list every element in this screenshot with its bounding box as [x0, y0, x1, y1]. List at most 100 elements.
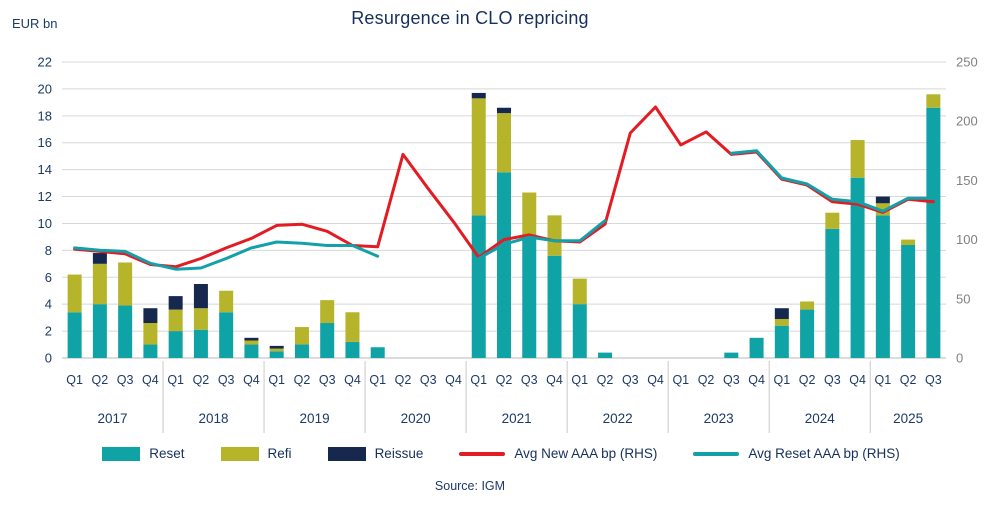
reissue-bar-segment	[92, 253, 107, 264]
refi-bar-segment	[850, 140, 865, 178]
quarter-label: Q2	[294, 373, 311, 387]
quarter-label: Q4	[344, 373, 361, 387]
reset-bar-segment	[294, 344, 309, 358]
reset-bar-segment	[497, 172, 511, 358]
year-label: 2019	[300, 411, 330, 426]
reset-bar-segment	[724, 352, 739, 358]
refi-bar-segment	[522, 192, 537, 235]
left-axis-tick-label: 20	[38, 81, 52, 96]
quarter-label: Q3	[117, 373, 134, 387]
right-axis-tick-label: 250	[956, 55, 978, 70]
reset-bar-segment	[193, 329, 208, 358]
reset-bar-segment	[370, 347, 385, 358]
quarter-label: Q3	[824, 373, 841, 387]
quarter-label: Q1	[167, 373, 184, 387]
quarter-label: Q2	[496, 373, 513, 387]
quarter-label: Q1	[875, 373, 892, 387]
refi-bar-segment	[219, 290, 234, 313]
left-axis-tick-label: 4	[45, 297, 52, 312]
quarter-label: Q4	[243, 373, 260, 387]
legend: Reset Refi Reissue Avg New AAA bp (RHS) …	[0, 446, 1002, 461]
quarter-label: Q1	[773, 373, 790, 387]
refi-bar-segment	[825, 212, 840, 229]
reset-bar-segment	[118, 305, 133, 358]
quarter-label: Q3	[723, 373, 740, 387]
left-axis-tick-label: 12	[38, 189, 52, 204]
quarter-label: Q2	[597, 373, 614, 387]
legend-label-reset: Reset	[149, 446, 185, 461]
reissue-bar-segment	[143, 308, 158, 324]
legend-item-refi: Refi	[220, 446, 292, 461]
quarter-label: Q3	[622, 373, 639, 387]
quarter-label: Q1	[369, 373, 386, 387]
refi-bar-segment	[193, 308, 208, 330]
right-axis-tick-label: 0	[956, 351, 963, 366]
reissue-bar-segment	[168, 296, 183, 310]
reset-bar-segment	[901, 244, 916, 358]
left-axis-unit-label: EUR bn	[12, 16, 58, 31]
avg-reset-line-swatch	[693, 451, 740, 456]
reissue-swatch	[327, 446, 366, 461]
left-axis-tick-label: 8	[45, 243, 52, 258]
quarter-label: Q4	[647, 373, 664, 387]
left-axis-tick-label: 2	[45, 324, 52, 339]
quarter-label: Q4	[546, 373, 563, 387]
reset-bar-segment	[320, 323, 335, 358]
avg-reset-line	[73, 149, 935, 271]
refi-bar-segment	[118, 262, 133, 306]
reissue-bar-segment	[269, 345, 284, 349]
quarter-label: Q3	[925, 373, 942, 387]
quarter-label: Q2	[193, 373, 210, 387]
quarter-label: Q3	[420, 373, 437, 387]
refi-bar-segment	[143, 323, 158, 345]
left-axis-tick-label: 0	[45, 351, 52, 366]
reset-bar-segment	[926, 107, 941, 358]
left-axis-tick-label: 10	[38, 216, 52, 231]
year-label: 2020	[401, 411, 431, 426]
refi-bar-segment	[244, 340, 259, 345]
reset-bar-segment	[749, 337, 764, 358]
reset-bar-segment	[269, 351, 284, 358]
reset-bar-segment	[168, 331, 183, 358]
reset-bar-segment	[244, 344, 259, 358]
legend-label-refi: Refi	[267, 446, 292, 461]
refi-bar-segment	[320, 300, 335, 324]
right-axis-tick-label: 50	[956, 291, 970, 306]
reissue-bar-segment	[193, 284, 208, 309]
reset-bar-segment	[345, 341, 360, 358]
reset-bar-segment	[547, 255, 562, 358]
refi-bar-segment	[497, 113, 511, 173]
year-label: 2023	[704, 411, 734, 426]
refi-bar-segment	[471, 98, 486, 216]
refi-bar-segment	[572, 278, 587, 305]
quarter-label: Q1	[672, 373, 689, 387]
refi-bar-segment	[926, 94, 941, 108]
right-axis-tick-label: 200	[956, 114, 978, 129]
refi-bar-segment	[269, 348, 284, 352]
legend-item-reissue: Reissue	[327, 446, 423, 461]
year-label: 2025	[893, 411, 923, 426]
reset-bar-segment	[800, 309, 815, 358]
quarter-label: Q1	[470, 373, 487, 387]
reset-bar-segment	[92, 304, 107, 358]
refi-bar-segment	[774, 318, 789, 326]
year-label: 2021	[502, 411, 532, 426]
reset-bar-segment	[143, 344, 158, 358]
reset-bar-segment	[522, 234, 537, 358]
refi-bar-segment	[800, 301, 815, 310]
legend-item-avg-reset: Avg Reset AAA bp (RHS)	[693, 446, 900, 461]
reissue-bar-segment	[244, 337, 259, 341]
reset-bar-segment	[774, 325, 789, 358]
quarter-label: Q4	[748, 373, 765, 387]
quarter-label: Q2	[395, 373, 412, 387]
legend-item-avg-new: Avg New AAA bp (RHS)	[459, 446, 657, 461]
refi-bar-segment	[901, 239, 916, 245]
reset-bar-segment	[471, 215, 486, 358]
quarter-label: Q1	[66, 373, 83, 387]
quarter-label: Q2	[92, 373, 109, 387]
legend-item-reset: Reset	[102, 446, 185, 461]
reissue-bar-segment	[875, 196, 890, 204]
quarter-label: Q3	[319, 373, 336, 387]
